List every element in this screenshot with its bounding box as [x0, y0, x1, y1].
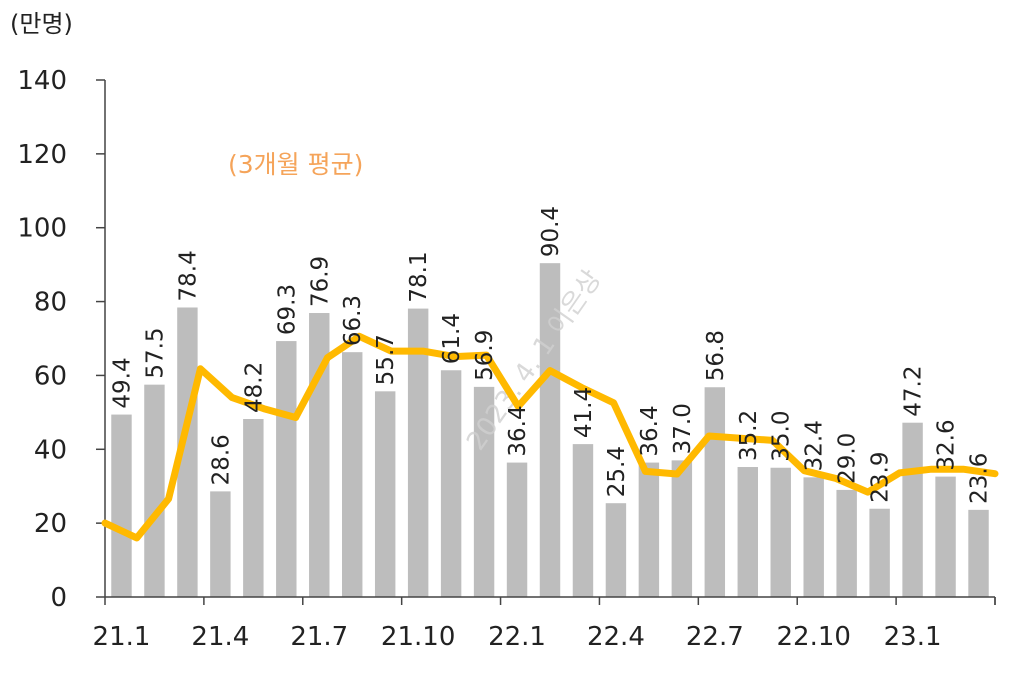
data-label: 41.4 [571, 387, 597, 438]
bar [704, 387, 726, 597]
unit-label: (만명) [10, 10, 73, 38]
data-label: 32.4 [802, 420, 828, 471]
x-tick-label: 21.10 [381, 622, 455, 652]
data-label: 47.2 [901, 365, 927, 416]
data-label: 35.2 [736, 410, 762, 461]
bar [144, 384, 165, 597]
bar [276, 341, 297, 597]
data-label: 78.1 [406, 251, 432, 302]
data-label: 69.3 [274, 284, 300, 335]
data-label: 29.0 [835, 433, 861, 484]
x-axis-ticks: 21.1 21.4 21.7 21.10 22.1 22.4 22.7 22.10 23.1 [93, 597, 996, 652]
data-label: 36.4 [505, 405, 531, 456]
data-label: 28.6 [208, 434, 234, 485]
data-label: 55.7 [373, 334, 399, 385]
data-label: 57.5 [142, 327, 168, 378]
y-tick-label: 60 [34, 361, 67, 391]
bar [539, 263, 561, 597]
data-label: 32.6 [934, 419, 960, 470]
data-labels: 49.4 57.5 78.4 28.6 48.2 69.3 76.9 66.3 55.7 78.1… [109, 206, 992, 504]
y-tick-label: 80 [34, 288, 67, 318]
data-label: 66.3 [340, 295, 366, 346]
average-line [101, 332, 999, 542]
bar [177, 307, 198, 597]
data-label: 78.4 [175, 250, 201, 301]
y-tick-label: 140 [17, 66, 67, 96]
bar [968, 509, 989, 597]
y-tick-label: 100 [17, 214, 67, 244]
x-tick-label: 21.4 [191, 622, 249, 652]
bar [737, 467, 758, 597]
axes [104, 80, 995, 598]
bar [671, 460, 693, 597]
bar [803, 477, 824, 597]
bar [869, 508, 890, 597]
bar [638, 462, 660, 597]
bar [210, 491, 231, 597]
data-label: 56.9 [472, 330, 498, 381]
x-tick-label: 22.1 [488, 622, 546, 652]
data-label: 49.4 [109, 357, 135, 408]
y-tick-label: 0 [50, 583, 67, 613]
data-label: 35.0 [769, 411, 795, 462]
bar [243, 419, 264, 597]
data-label: 90.4 [538, 206, 564, 257]
bar [374, 391, 396, 597]
data-label: 76.9 [307, 256, 333, 307]
data-label: 37.0 [670, 403, 696, 454]
y-tick-label: 40 [34, 435, 67, 465]
data-label: 61.4 [439, 313, 465, 364]
bar [342, 352, 363, 597]
data-label: 23.9 [868, 452, 894, 503]
line-series [101, 332, 999, 542]
x-tick-label: 22.7 [686, 622, 744, 652]
bar [605, 503, 627, 597]
x-tick-label: 23.1 [884, 622, 942, 652]
y-axis-ticks: 0 20 40 60 80 100 120 140 [17, 66, 105, 613]
bar [111, 414, 132, 597]
data-label: 23.6 [967, 453, 993, 504]
bar [770, 467, 791, 597]
data-label: 25.4 [604, 446, 630, 497]
bar [935, 476, 956, 597]
bar [407, 308, 429, 597]
bar [836, 489, 857, 597]
bar [572, 444, 594, 597]
bar [440, 370, 462, 597]
x-tick-label: 21.1 [93, 622, 151, 652]
bar [473, 386, 495, 597]
y-tick-label: 120 [17, 140, 67, 170]
x-tick-label: 22.10 [776, 622, 850, 652]
bar [506, 462, 528, 597]
y-tick-label: 20 [34, 509, 67, 539]
data-label: 36.4 [637, 405, 663, 456]
series-label: (3개월 평균) [228, 150, 363, 179]
x-tick-label: 21.7 [290, 622, 348, 652]
bar [902, 422, 923, 597]
x-tick-label: 22.4 [587, 622, 645, 652]
data-label: 48.2 [241, 362, 267, 413]
data-label: 56.8 [703, 330, 729, 381]
